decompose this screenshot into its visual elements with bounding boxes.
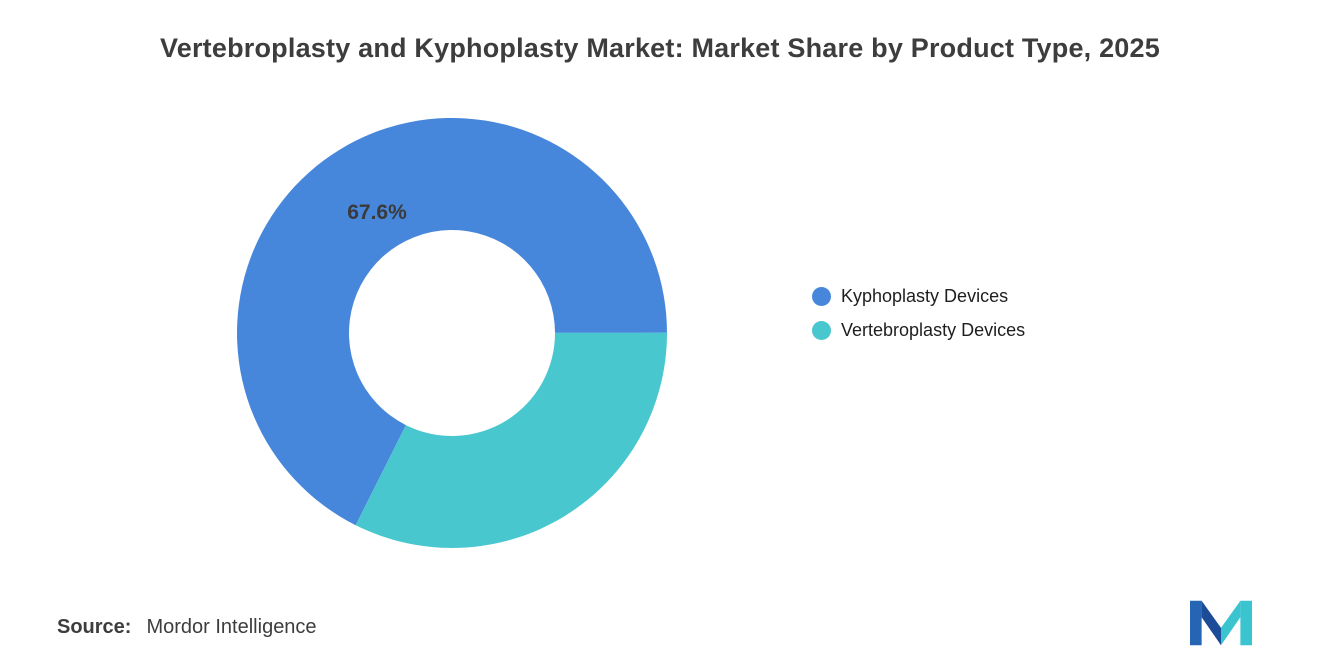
legend-marker-kyphoplasty [812, 287, 831, 306]
mordor-intelligence-logo [1190, 600, 1252, 646]
chart-title: Vertebroplasty and Kyphoplasty Market: M… [160, 33, 1160, 63]
legend-marker-vertebroplasty [812, 321, 831, 340]
legend-label-vertebroplasty: Vertebroplasty Devices [841, 320, 1026, 340]
source-value: Mordor Intelligence [146, 616, 317, 638]
donut-slices [237, 117, 668, 548]
legend-item-kyphoplasty: Kyphoplasty Devices [812, 285, 1025, 308]
donut-chart: 67.6% [237, 117, 668, 548]
slice-vertebroplasty-devices [355, 332, 668, 548]
source-label: Source: [57, 616, 132, 638]
slice-kyphoplasty-devices [237, 117, 667, 526]
legend-item-vertebroplasty: Vertebroplasty Devices [812, 319, 1025, 342]
chart-legend: Kyphoplasty Devices Vertebroplasty Devic… [812, 285, 1025, 353]
source-note: Source: Mordor Intelligence [57, 616, 317, 639]
slice-data-label: 67.6% [347, 201, 407, 224]
legend-label-kyphoplasty: Kyphoplasty Devices [841, 286, 1009, 306]
